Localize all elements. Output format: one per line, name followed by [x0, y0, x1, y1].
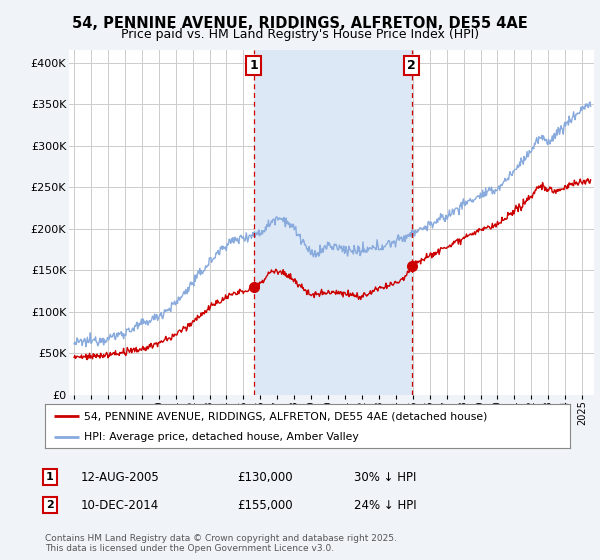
Text: 12-AUG-2005: 12-AUG-2005 — [81, 470, 160, 484]
Text: 1: 1 — [46, 472, 53, 482]
Text: 54, PENNINE AVENUE, RIDDINGS, ALFRETON, DE55 4AE (detached house): 54, PENNINE AVENUE, RIDDINGS, ALFRETON, … — [85, 411, 488, 421]
Text: 30% ↓ HPI: 30% ↓ HPI — [354, 470, 416, 484]
Text: Price paid vs. HM Land Registry's House Price Index (HPI): Price paid vs. HM Land Registry's House … — [121, 28, 479, 41]
Text: 2: 2 — [407, 59, 416, 72]
Text: HPI: Average price, detached house, Amber Valley: HPI: Average price, detached house, Ambe… — [85, 432, 359, 442]
Bar — [254, 50, 412, 395]
Text: 10-DEC-2014: 10-DEC-2014 — [81, 498, 159, 512]
Text: 54, PENNINE AVENUE, RIDDINGS, ALFRETON, DE55 4AE: 54, PENNINE AVENUE, RIDDINGS, ALFRETON, … — [72, 16, 528, 31]
Text: Contains HM Land Registry data © Crown copyright and database right 2025.
This d: Contains HM Land Registry data © Crown c… — [45, 534, 397, 553]
Text: £130,000: £130,000 — [237, 470, 293, 484]
Text: £155,000: £155,000 — [237, 498, 293, 512]
Text: 1: 1 — [250, 59, 258, 72]
Text: 2: 2 — [46, 500, 53, 510]
Text: 24% ↓ HPI: 24% ↓ HPI — [354, 498, 416, 512]
